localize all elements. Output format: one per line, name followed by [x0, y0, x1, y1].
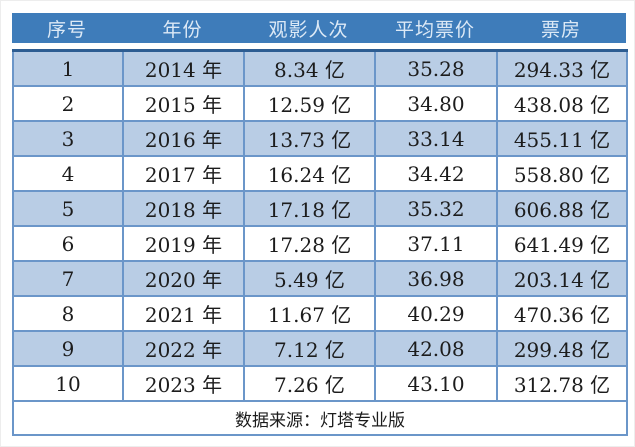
- table-cell: 2015 年: [122, 85, 245, 122]
- table-cell: 12.59 亿: [243, 85, 376, 122]
- table-cell: 558.80 亿: [496, 155, 628, 192]
- table-row: 6 2019 年 17.28 亿 37.11 641.49 亿: [12, 225, 628, 262]
- table-cell: 42.08: [374, 330, 498, 367]
- table-cell: 35.28: [374, 49, 498, 87]
- table-cell: 9: [12, 330, 124, 367]
- table-cell: 37.11: [374, 225, 498, 262]
- table-cell: 4: [12, 155, 124, 192]
- table-row: 5 2018 年 17.18 亿 35.32 606.88 亿: [12, 190, 628, 227]
- table-cell: 294.33 亿: [496, 49, 628, 87]
- table-cell: 2020 年: [122, 260, 245, 297]
- table-cell: 36.98: [374, 260, 498, 297]
- table-cell: 34.80: [374, 85, 498, 122]
- table-cell: 17.18 亿: [243, 190, 376, 227]
- table-cell: 13.73 亿: [243, 120, 376, 157]
- table-cell: 33.14: [374, 120, 498, 157]
- table-cell: 2019 年: [122, 225, 245, 262]
- table-body: 1 2014 年 8.34 亿 35.28 294.33 亿 2 2015 年 12.59 亿…: [12, 49, 628, 402]
- col-header-box-office: 票房: [540, 18, 581, 41]
- table-cell: 6: [12, 225, 124, 262]
- table-row: 9 2022 年 7.12 亿 42.08 299.48 亿: [12, 330, 628, 367]
- table-cell: 16.24 亿: [243, 155, 376, 192]
- table-cell: 7.12 亿: [243, 330, 376, 367]
- table-cell: 40.29: [374, 295, 498, 332]
- table-cell: 455.11 亿: [496, 120, 628, 157]
- table-cell: 606.88 亿: [496, 190, 628, 227]
- col-header-index: 序号: [46, 18, 87, 41]
- table-cell: 2022 年: [122, 330, 245, 367]
- table-cell: 2023 年: [122, 365, 245, 402]
- table-cell: 641.49 亿: [496, 225, 628, 262]
- table-row: 8 2021 年 11.67 亿 40.29 470.36 亿: [12, 295, 628, 332]
- table-cell: 2016 年: [122, 120, 245, 157]
- table-row: 1 2014 年 8.34 亿 35.28 294.33 亿: [12, 49, 628, 87]
- table-cell: 2018 年: [122, 190, 245, 227]
- table-cell: 3: [12, 120, 124, 157]
- table-cell: 34.42: [374, 155, 498, 192]
- table-row: 7 2020 年 5.49 亿 36.98 203.14 亿: [12, 260, 628, 297]
- header-body-gap: [12, 43, 626, 49]
- table-cell: 2014 年: [122, 49, 245, 87]
- table-cell: 10: [12, 365, 124, 402]
- table-cell: 43.10: [374, 365, 498, 402]
- table-cell: 11.67 亿: [243, 295, 376, 332]
- table-cell: 203.14 亿: [496, 260, 628, 297]
- table-cell: 2021 年: [122, 295, 245, 332]
- table-cell: 438.08 亿: [496, 85, 628, 122]
- table-cell: 470.36 亿: [496, 295, 628, 332]
- col-header-year: 年份: [162, 18, 203, 41]
- source-row: 数据来源：灯塔专业版: [12, 400, 628, 436]
- table-cell: 17.28 亿: [243, 225, 376, 262]
- table-body-grid: 1 2014 年 8.34 亿 35.28 294.33 亿 2 2015 年 12.59 亿…: [12, 49, 628, 436]
- col-header-avg-price: 平均票价: [394, 18, 475, 41]
- table-row: 10 2023 年 7.26 亿 43.10 312.78 亿: [12, 365, 628, 402]
- table-cell: 35.32: [374, 190, 498, 227]
- table-row: 2 2015 年 12.59 亿 34.80 438.08 亿: [12, 85, 628, 122]
- table-cell: 299.48 亿: [496, 330, 628, 367]
- table-cell: 7: [12, 260, 124, 297]
- table-header-row: 序号 年份 观影人次 平均票价 票房: [12, 13, 626, 43]
- table-cell: 2017 年: [122, 155, 245, 192]
- table-cell: 8: [12, 295, 124, 332]
- table-cell: 5.49 亿: [243, 260, 376, 297]
- table-cell: 5: [12, 190, 124, 227]
- table-row: 3 2016 年 13.73 亿 33.14 455.11 亿: [12, 120, 628, 157]
- table-cell: 2: [12, 85, 124, 122]
- data-source-note: 数据来源：灯塔专业版: [12, 400, 628, 436]
- table-cell: 8.34 亿: [243, 49, 376, 87]
- col-header-admissions: 观影人次: [268, 18, 349, 41]
- table-cell: 312.78 亿: [496, 365, 628, 402]
- table-cell: 7.26 亿: [243, 365, 376, 402]
- box-office-table: 序号 年份 观影人次 平均票价 票房 1 2014 年 8.34 亿 35.28 294…: [12, 13, 628, 436]
- table-cell: 1: [12, 49, 124, 87]
- table-row: 4 2017 年 16.24 亿 34.42 558.80 亿: [12, 155, 628, 192]
